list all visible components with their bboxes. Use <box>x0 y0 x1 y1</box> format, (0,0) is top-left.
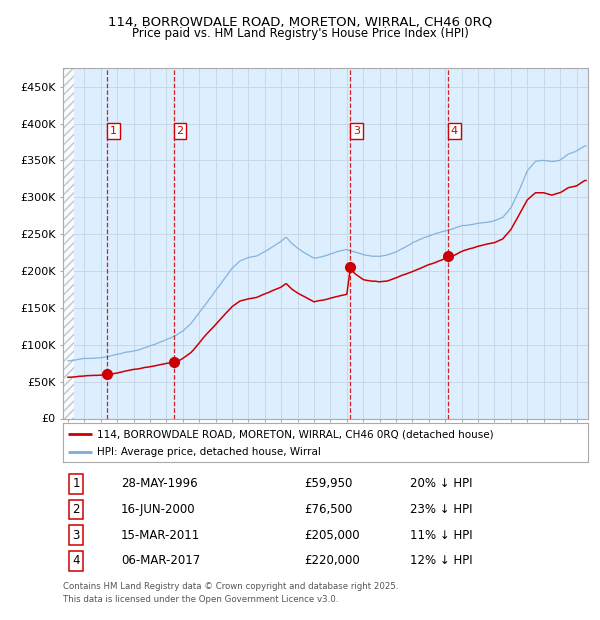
Text: HPI: Average price, detached house, Wirral: HPI: Average price, detached house, Wirr… <box>97 447 321 457</box>
Text: 28-MAY-1996: 28-MAY-1996 <box>121 477 197 490</box>
Text: 2: 2 <box>176 126 184 136</box>
Text: 15-MAR-2011: 15-MAR-2011 <box>121 529 200 542</box>
Text: Contains HM Land Registry data © Crown copyright and database right 2025.: Contains HM Land Registry data © Crown c… <box>63 582 398 591</box>
Text: 16-JUN-2000: 16-JUN-2000 <box>121 503 196 516</box>
Text: 3: 3 <box>353 126 360 136</box>
Text: 1: 1 <box>73 477 80 490</box>
Text: 114, BORROWDALE ROAD, MORETON, WIRRAL, CH46 0RQ (detached house): 114, BORROWDALE ROAD, MORETON, WIRRAL, C… <box>97 429 494 439</box>
Text: 11% ↓ HPI: 11% ↓ HPI <box>409 529 472 542</box>
Text: £59,950: £59,950 <box>305 477 353 490</box>
Text: 3: 3 <box>73 529 80 542</box>
Text: 20% ↓ HPI: 20% ↓ HPI <box>409 477 472 490</box>
Text: 114, BORROWDALE ROAD, MORETON, WIRRAL, CH46 0RQ: 114, BORROWDALE ROAD, MORETON, WIRRAL, C… <box>108 16 492 29</box>
Text: £76,500: £76,500 <box>305 503 353 516</box>
Text: 23% ↓ HPI: 23% ↓ HPI <box>409 503 472 516</box>
Text: 4: 4 <box>451 126 458 136</box>
Text: 12% ↓ HPI: 12% ↓ HPI <box>409 554 472 567</box>
Text: £220,000: £220,000 <box>305 554 360 567</box>
Bar <box>63 68 74 418</box>
Text: 06-MAR-2017: 06-MAR-2017 <box>121 554 200 567</box>
Text: 2: 2 <box>73 503 80 516</box>
Text: This data is licensed under the Open Government Licence v3.0.: This data is licensed under the Open Gov… <box>63 595 338 604</box>
Text: 1: 1 <box>110 126 117 136</box>
Text: £205,000: £205,000 <box>305 529 360 542</box>
Text: Price paid vs. HM Land Registry's House Price Index (HPI): Price paid vs. HM Land Registry's House … <box>131 27 469 40</box>
Text: 4: 4 <box>73 554 80 567</box>
